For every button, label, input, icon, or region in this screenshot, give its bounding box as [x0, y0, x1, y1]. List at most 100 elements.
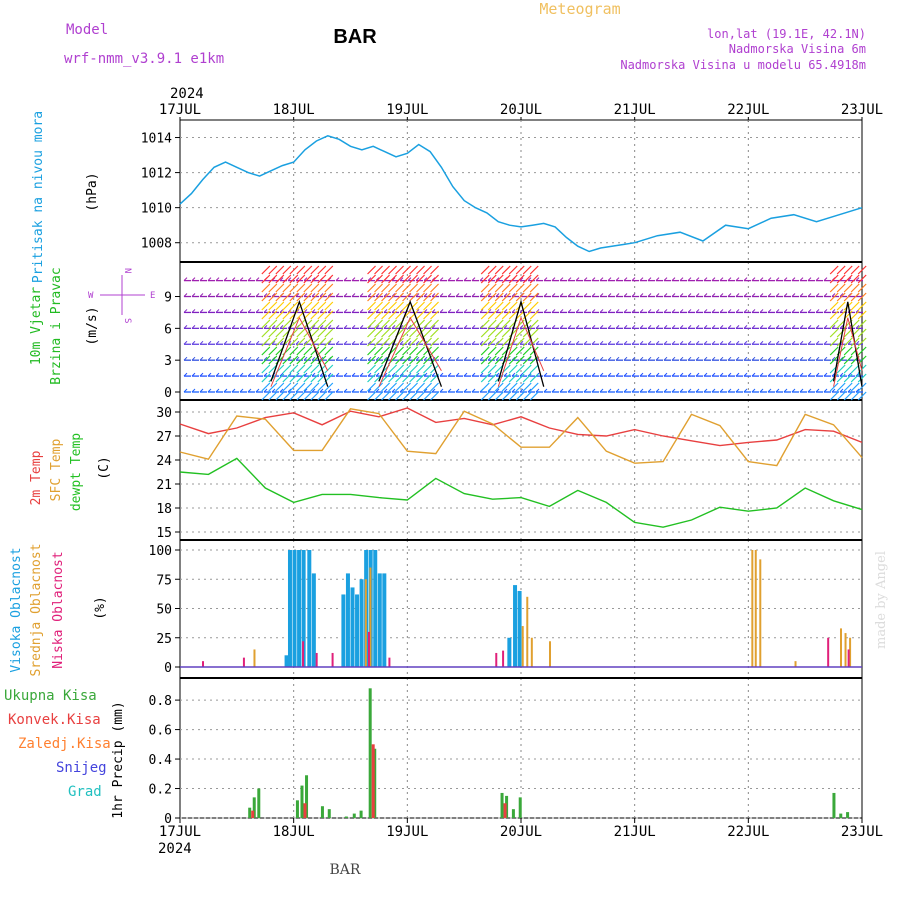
compass-s: S	[122, 318, 132, 323]
wind-gust-arrow	[409, 391, 418, 401]
wind-arrow-head	[343, 277, 348, 281]
wind-gust-arrow	[857, 373, 867, 383]
wind-arrow-head	[495, 309, 500, 313]
wind-gust-arrow	[296, 274, 306, 284]
wind-arrow-head	[687, 277, 692, 281]
wind-arrow-head	[487, 277, 492, 281]
wind-arrow-head	[559, 309, 564, 313]
wind-arrow-head	[583, 324, 588, 329]
y-tick-label: 18	[156, 502, 172, 517]
y-tick-label: 3	[164, 354, 172, 369]
wind-gust-arrow	[423, 319, 432, 329]
wind-arrow-head	[495, 372, 500, 377]
y-tick-label: 0.6	[149, 724, 172, 739]
wind-gust-arrow	[829, 328, 839, 338]
wind-arrow-head	[343, 293, 348, 297]
cloud-bar	[359, 579, 364, 667]
wind-gust-arrow	[261, 283, 271, 293]
cloud-bar	[849, 637, 852, 667]
precip-legend: Ukupna Kisa Konvek.Kisa Zaledj.Kisa Snijeg G…	[4, 688, 111, 800]
wind-arrow-head	[287, 356, 292, 361]
wind-gust-arrow	[289, 364, 299, 374]
wind-arrow-head	[495, 293, 500, 297]
wind-arrow-head	[367, 372, 372, 377]
wind-arrow-head	[263, 324, 268, 329]
wind-arrow-head	[375, 372, 380, 377]
time-tick-label: 17JUL	[159, 102, 201, 118]
wind-arrow-head	[735, 340, 740, 345]
wind-gust-arrow	[423, 310, 432, 320]
wind-arrow-head	[711, 309, 716, 313]
wind-arrow-head	[551, 324, 556, 329]
wind-arrow-head	[543, 356, 548, 361]
wind-gust-arrow	[367, 391, 376, 401]
wind-arrow-head	[839, 388, 844, 393]
wind-arrow-head	[255, 324, 260, 329]
pressure-label: Pritisak na nivou mora	[31, 111, 46, 283]
wind-gust-arrow	[381, 373, 390, 383]
wind-gust-arrow	[395, 292, 404, 302]
wind-gust-arrow	[317, 301, 327, 311]
wind-gust-arrow	[282, 292, 292, 302]
wind-arrow-head	[775, 356, 780, 361]
wind-arrow-head	[575, 340, 580, 345]
wind-arrow-head	[319, 324, 324, 329]
wind-gust-arrow	[416, 310, 425, 320]
wind-gust-arrow	[850, 274, 860, 284]
wind-gust-arrow	[310, 265, 320, 275]
wind-gust-arrow	[367, 319, 376, 329]
wind-arrow-head	[623, 277, 628, 281]
wind-arrow-head	[495, 277, 500, 281]
precip-bar	[252, 797, 256, 818]
wind-gust-arrow	[829, 346, 839, 356]
wind-arrow-head	[663, 356, 668, 361]
wind-gust-arrow	[829, 319, 839, 329]
wind-arrow-head	[719, 324, 724, 329]
wind-gust-arrow	[494, 337, 504, 347]
wind-arrow-head	[239, 340, 244, 345]
y-tick-label: 50	[156, 603, 172, 618]
wind-gust-arrow	[261, 382, 271, 392]
wind-arrow-head	[319, 293, 324, 297]
year-top: 2024	[170, 86, 204, 102]
wind-arrow-head	[647, 324, 652, 329]
wind-arrow-head	[639, 324, 644, 329]
wind-arrow-head	[679, 356, 684, 361]
cloud-bar	[242, 657, 245, 667]
wind-gust-arrow	[395, 364, 404, 374]
wind-arrow-head	[463, 340, 468, 345]
wind-arrow-head	[631, 372, 636, 377]
wind-arrow-head	[391, 293, 396, 297]
wind-gust-arrow	[501, 391, 511, 401]
wind-gust-arrow	[374, 328, 383, 338]
cloud-bar	[367, 631, 370, 667]
wind-arrow-head	[239, 293, 244, 297]
wind-arrow-head	[191, 293, 196, 297]
wind-gust-arrow	[317, 346, 327, 356]
wind-arrow-head	[599, 372, 604, 377]
wind-gust-arrow	[529, 364, 539, 374]
wind-gust-arrow	[296, 382, 306, 392]
precip-bar	[251, 810, 255, 818]
wind-gust-arrow	[317, 391, 327, 401]
cloud-unit: (%)	[93, 596, 108, 619]
wind-gust-arrow	[529, 337, 539, 347]
wind-arrow-head	[791, 277, 796, 281]
wind-gust-arrow	[289, 265, 299, 275]
wind-gust-arrow	[268, 328, 278, 338]
wind-arrow-head	[759, 293, 764, 297]
wind-arrow-head	[655, 340, 660, 345]
wind-gust-arrow	[836, 364, 846, 374]
wind-gust-arrow	[268, 382, 278, 392]
wind-arrow-head	[503, 324, 508, 329]
wind-gust-arrow	[501, 373, 511, 383]
wind-arrow-head	[247, 340, 252, 345]
wind-arrow-head	[759, 356, 764, 361]
wind-gust-arrow	[423, 373, 432, 383]
wind-arrow-head	[535, 277, 540, 281]
wind-gust-arrow	[374, 391, 383, 401]
wind-arrow-head	[767, 340, 772, 345]
wind-arrow-head	[791, 356, 796, 361]
precip-bar	[352, 813, 356, 818]
wind-arrow-head	[215, 324, 220, 329]
